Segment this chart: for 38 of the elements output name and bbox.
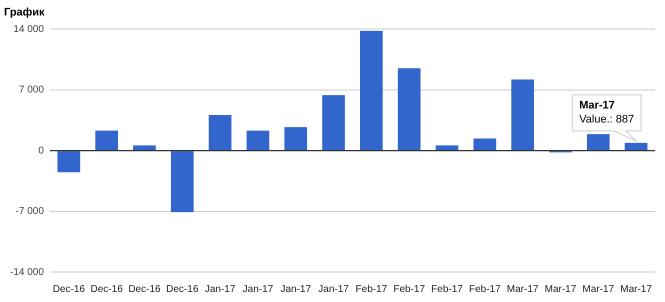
x-tick-label: Feb-17 xyxy=(431,284,464,295)
bar xyxy=(511,79,534,150)
x-tick-label: Feb-17 xyxy=(393,284,426,295)
bar xyxy=(322,95,345,150)
y-tick-label: 0 xyxy=(38,145,44,156)
x-tick-label: Mar-17 xyxy=(620,284,652,295)
x-tick-label: Jan-17 xyxy=(204,284,236,295)
bar xyxy=(170,151,194,212)
bar xyxy=(284,127,308,150)
x-tick-label: Dec-16 xyxy=(128,284,162,295)
y-tick-label: -7 000 xyxy=(16,206,44,218)
y-tick-label: 7 000 xyxy=(18,84,44,96)
y-tick-label: -14 000 xyxy=(10,266,44,278)
x-tick-label: Feb-17 xyxy=(356,284,388,295)
bar xyxy=(586,134,610,150)
bar xyxy=(95,130,118,150)
x-tick-label: Jan-17 xyxy=(318,284,350,295)
x-tick-label: Dec-16 xyxy=(166,284,199,295)
bar xyxy=(473,138,496,150)
bar xyxy=(246,130,270,150)
bar xyxy=(624,142,648,150)
x-tick-label: Dec-16 xyxy=(52,284,86,295)
x-tick-label: Jan-17 xyxy=(280,284,312,295)
x-tick-label: Mar-17 xyxy=(506,284,539,295)
bar xyxy=(208,115,232,150)
bar xyxy=(133,145,156,150)
annotation: Mar-17 Value.: 887 xyxy=(579,99,634,126)
chart-title: График xyxy=(4,6,46,19)
bar xyxy=(436,145,458,150)
bar xyxy=(57,151,80,172)
x-tick-label: Dec-16 xyxy=(90,284,124,295)
bar xyxy=(398,68,421,150)
x-tick-label: Mar-17 xyxy=(544,284,577,295)
x-tick-label: Jan-17 xyxy=(242,284,274,295)
y-tick-label: 14 000 xyxy=(13,24,44,35)
x-tick-label: Feb-17 xyxy=(468,284,502,295)
bar xyxy=(360,30,383,150)
x-tick-label: Mar-17 xyxy=(582,284,615,295)
